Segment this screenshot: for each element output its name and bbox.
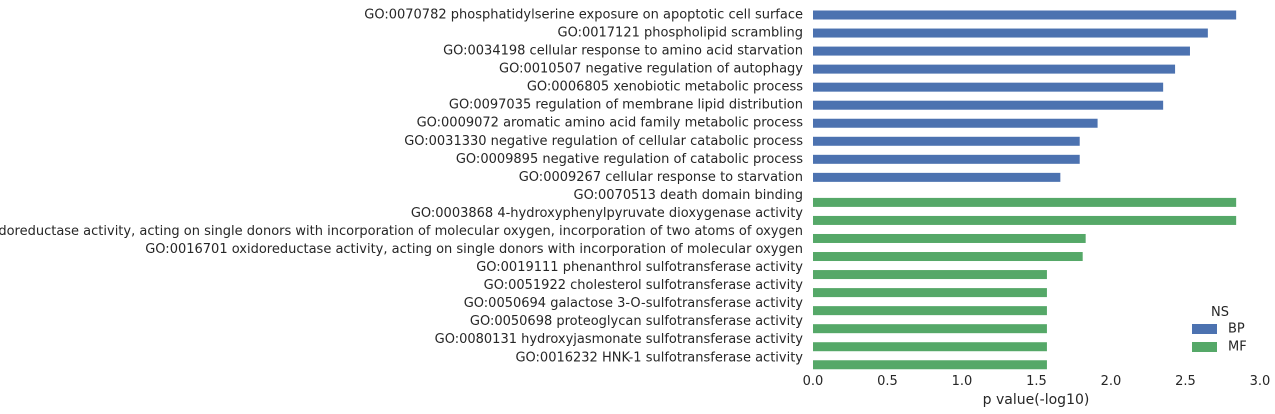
category-label: GO:0009267 cellular response to starvati…	[519, 170, 803, 185]
category-label: GO:0031330 negative regulation of cellul…	[404, 134, 803, 149]
x-axis-label: p value(-log10)	[983, 392, 1090, 408]
category-label: GO:0006805 xenobiotic metabolic process	[527, 80, 803, 95]
bar-mf	[813, 306, 1047, 316]
category-label: GO:0003868 4-hydroxyphenylpyruvate dioxy…	[411, 206, 803, 221]
category-label: GO:0016232 HNK-1 sulfotransferase activi…	[515, 350, 803, 365]
x-tick-label: 2.0	[1101, 374, 1122, 389]
bar-mf	[813, 288, 1047, 298]
bar-mf	[813, 233, 1086, 243]
category-label: GO:0034198 cellular response to amino ac…	[443, 44, 803, 59]
category-label: GO:0080131 hydroxyjasmonate sulfotransfe…	[435, 332, 804, 347]
bar-mf	[813, 197, 1237, 207]
bar-bp	[813, 136, 1080, 146]
bar-bp	[813, 28, 1208, 38]
x-tick-label: 2.5	[1175, 374, 1196, 389]
category-label: GO:0019111 phenanthrol sulfotransferase …	[476, 260, 803, 275]
category-label: GO:0050694 galactose 3-O-sulfotransferas…	[464, 296, 804, 311]
category-labels: GO:0070782 phosphatidylserine exposure o…	[0, 8, 803, 366]
legend-label-bp: BP	[1228, 322, 1245, 337]
bar-bp	[813, 64, 1176, 74]
bar-mf	[813, 324, 1047, 334]
bars-layer	[813, 10, 1237, 370]
category-label: GO:0070513 death domain binding	[574, 188, 803, 203]
x-tick-label: 0.5	[877, 374, 898, 389]
x-axis-ticks: 0.0 0.5 1.0 1.5 2.0 2.5 3.0	[803, 374, 1271, 389]
bar-bp	[813, 100, 1164, 110]
bar-mf	[813, 252, 1083, 262]
category-label: GO:0016702 oxidoreductase activity, acti…	[0, 224, 803, 239]
bar-bp	[813, 172, 1061, 182]
category-label: GO:0009072 aromatic amino acid family me…	[417, 116, 804, 131]
bar-bp	[813, 46, 1190, 56]
x-tick-label: 1.0	[952, 374, 973, 389]
category-label: GO:0017121 phospholipid scrambling	[558, 26, 803, 41]
x-tick-label: 1.5	[1026, 374, 1047, 389]
category-label: GO:0010507 negative regulation of autoph…	[499, 62, 803, 77]
category-label: GO:0097035 regulation of membrane lipid …	[449, 98, 803, 113]
category-label: GO:0009895 negative regulation of catabo…	[456, 152, 803, 167]
bar-bp	[813, 118, 1098, 128]
legend-swatch-mf	[1192, 342, 1217, 352]
bar-bp	[813, 82, 1164, 92]
category-label: GO:0070782 phosphatidylserine exposure o…	[364, 8, 803, 23]
legend-title: NS	[1211, 305, 1229, 320]
bar-mf	[813, 270, 1047, 280]
legend: NS BP MF	[1192, 305, 1247, 355]
legend-swatch-bp	[1192, 324, 1217, 334]
bar-mf	[813, 215, 1237, 225]
bar-bp	[813, 10, 1237, 20]
x-tick-label: 3.0	[1250, 374, 1271, 389]
x-tick-label: 0.0	[803, 374, 824, 389]
bar-mf	[813, 360, 1047, 370]
category-label: GO:0016701 oxidoreductase activity, acti…	[145, 242, 803, 257]
category-label: GO:0051922 cholesterol sulfotransferase …	[484, 278, 804, 293]
bar-bp	[813, 154, 1080, 164]
bar-mf	[813, 342, 1047, 352]
legend-label-mf: MF	[1228, 340, 1247, 355]
category-label: GO:0050698 proteoglycan sulfotransferase…	[470, 314, 803, 329]
